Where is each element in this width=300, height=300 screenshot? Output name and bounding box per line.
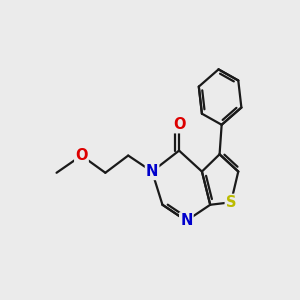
- Text: N: N: [180, 213, 193, 228]
- Text: O: O: [173, 117, 185, 132]
- Text: O: O: [75, 148, 88, 163]
- Text: N: N: [146, 164, 158, 179]
- Text: S: S: [226, 195, 236, 210]
